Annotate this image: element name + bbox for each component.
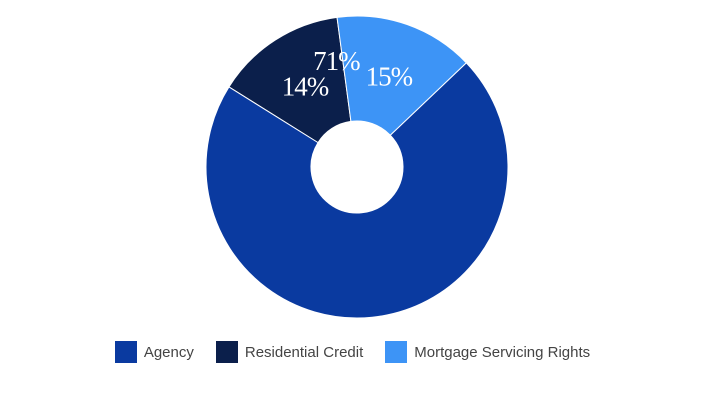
labels-group: 14% 15%71%	[282, 46, 414, 101]
slice-label-residential-credit: 14%	[282, 71, 329, 101]
slice-label-agency: 71%	[313, 46, 360, 76]
legend-swatch-residential-credit	[215, 341, 238, 363]
legend-item-residential-credit[interactable]: Residential Credit	[215, 341, 364, 363]
slice-label-mortgage-servicing-rights: 15%	[366, 61, 413, 91]
legend-item-agency[interactable]: Agency	[114, 341, 194, 363]
slice-residential-credit[interactable]	[228, 16, 352, 144]
donut-chart: 14% 15%71%	[205, 15, 509, 319]
legend-item-mortgage-servicing-rights[interactable]: Mortgage Servicing Rights	[385, 341, 590, 363]
legend-swatch-mortgage-servicing-rights	[385, 341, 408, 363]
legend: Agency Residential Credit Mortgage Servi…	[0, 341, 705, 363]
slice-agency[interactable]	[205, 62, 509, 319]
slices-group	[205, 15, 509, 319]
legend-label-residential-credit: Residential Credit	[244, 343, 364, 361]
legend-swatch-agency	[114, 341, 137, 363]
legend-label-mortgage-servicing-rights: Mortgage Servicing Rights	[414, 343, 591, 361]
slice-mortgage-servicing-rights[interactable]	[336, 15, 468, 136]
legend-label-agency: Agency	[143, 343, 194, 361]
